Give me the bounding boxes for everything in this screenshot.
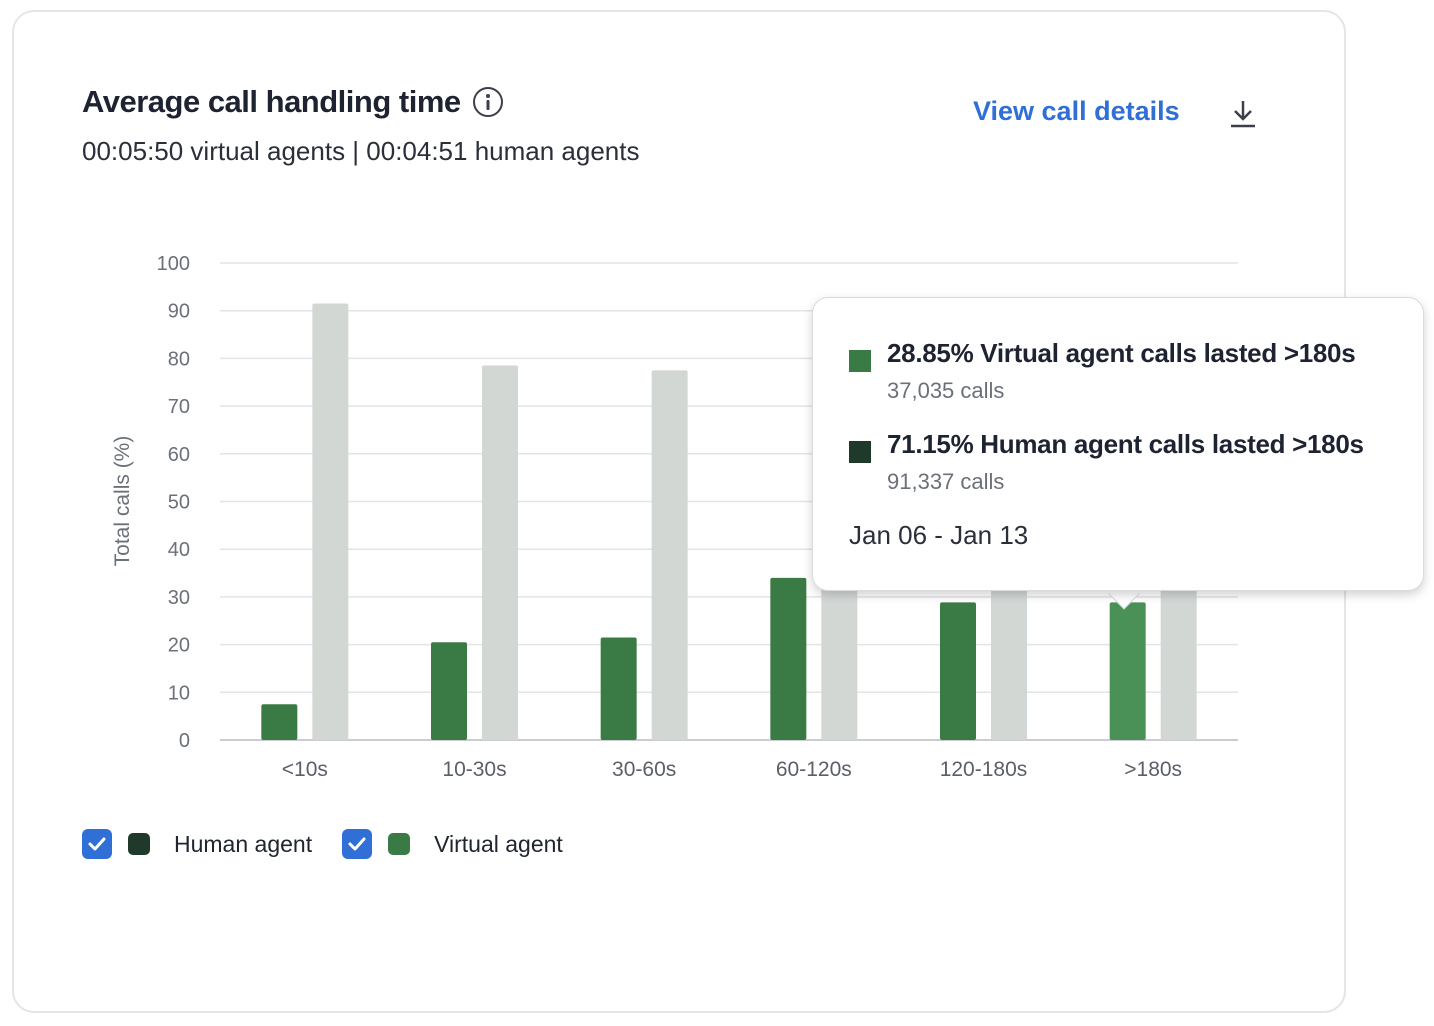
bar-human-agent[interactable] [312, 303, 349, 740]
title-row: Average call handling time [82, 84, 503, 120]
tooltip-human-headline: 71.15% Human agent calls lasted >180s [887, 429, 1364, 459]
card-title: Average call handling time [82, 84, 461, 119]
legend-label-human: Human agent [174, 830, 313, 857]
tooltip-virtual-headline: 28.85% Virtual agent calls lasted >180s [887, 338, 1356, 368]
bar-human-agent[interactable] [651, 370, 688, 740]
tooltip-date-range: Jan 06 - Jan 13 [849, 520, 1029, 550]
tooltip-human-calls: 91,337 calls [887, 469, 1005, 494]
view-call-details-link[interactable]: View call details [973, 96, 1180, 126]
bar-human-agent[interactable] [482, 365, 518, 740]
y-axis-ticks: 0 10 20 30 40 50 60 70 80 90 100 [157, 253, 190, 752]
virtual-agent-checkbox[interactable] [342, 829, 373, 859]
y-tick-label: 10 [168, 682, 190, 704]
info-icon[interactable] [472, 87, 503, 117]
y-axis-title: Total calls (%) [111, 436, 134, 567]
tooltip-human-swatch [849, 441, 871, 463]
y-tick-label: 80 [168, 348, 190, 370]
x-tick-label: 10-30s [442, 758, 506, 781]
checkmark-icon [348, 837, 366, 851]
tooltip-virtual-calls: 37,035 calls [887, 378, 1005, 403]
legend-item-virtual[interactable]: Virtual agent [342, 829, 563, 859]
human-agent-swatch [128, 833, 150, 855]
x-tick-label: <10s [282, 758, 328, 781]
y-tick-label: 20 [168, 635, 190, 657]
card-subtitle: 00:05:50 virtual agents | 00:04:51 human… [82, 136, 640, 166]
x-tick-label: 60-120s [776, 758, 852, 781]
x-axis-ticks: <10s 10-30s 30-60s 60-120s 120-180s >180s [282, 758, 1182, 781]
x-tick-label: 120-180s [940, 758, 1028, 781]
y-tick-label: 50 [168, 492, 190, 514]
x-tick-label: >180s [1124, 758, 1182, 781]
x-tick-label: 30-60s [612, 758, 676, 781]
bar-virtual-agent[interactable] [770, 577, 807, 740]
bar-virtual-agent[interactable] [261, 704, 298, 740]
y-tick-label: 100 [157, 253, 190, 275]
human-agent-checkbox[interactable] [82, 829, 112, 859]
bar-virtual-agent[interactable] [940, 602, 976, 740]
y-tick-label: 70 [168, 396, 190, 418]
bar-virtual-agent[interactable] [1109, 602, 1146, 740]
bar-virtual-agent[interactable] [431, 642, 467, 740]
y-tick-label: 0 [179, 730, 190, 752]
legend-label-virtual: Virtual agent [434, 830, 563, 857]
download-icon[interactable] [1226, 98, 1260, 130]
y-tick-label: 90 [168, 301, 190, 323]
y-tick-label: 30 [168, 587, 190, 609]
y-tick-label: 60 [168, 444, 190, 466]
chart-tooltip: 28.85% Virtual agent calls lasted >180s … [812, 297, 1424, 591]
virtual-agent-swatch [388, 833, 411, 855]
checkmark-icon [88, 837, 106, 851]
y-tick-label: 40 [168, 539, 190, 561]
legend: Human agent Virtual agent [82, 829, 593, 859]
legend-item-human[interactable]: Human agent [82, 829, 312, 859]
bar-virtual-agent[interactable] [600, 637, 637, 740]
tooltip-virtual-swatch [849, 350, 871, 372]
